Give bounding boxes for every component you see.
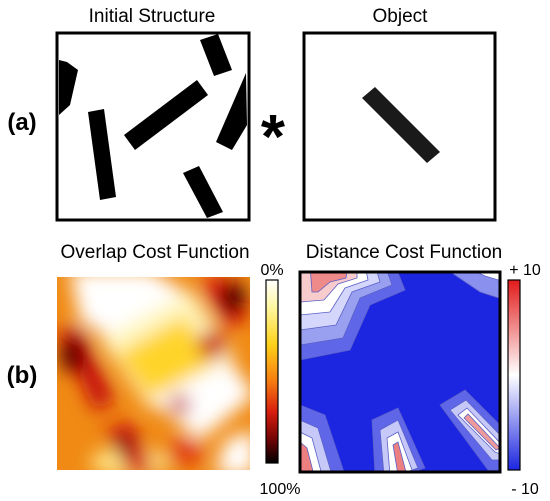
panel-b-label: (b) (7, 362, 38, 389)
object-title: Object (373, 6, 429, 27)
convolution-operator: * (261, 103, 286, 172)
overlap-cost-title: Overlap Cost Function (60, 242, 249, 263)
particle-3 (124, 80, 208, 150)
distance-colorbar (507, 279, 521, 471)
distance-scale-top: + 10 (509, 262, 541, 279)
distance-cost-title: Distance Cost Function (306, 242, 502, 263)
overlap-scale-top: 0% (260, 262, 283, 279)
particle-1 (59, 60, 78, 115)
overlap-scale-bottom: 100% (260, 481, 301, 498)
object-particle (362, 87, 440, 163)
object-panel (302, 31, 497, 222)
particle-6 (183, 166, 223, 218)
distance-scale-bottom: - 10 (511, 481, 539, 498)
distance-cost-contour-map (298, 270, 502, 474)
panel-a-label: (a) (7, 109, 36, 136)
overlap-cost-heatmap (57, 277, 250, 470)
particle-5 (216, 73, 247, 150)
initial-structure-title: Initial Structure (89, 6, 216, 27)
initial-structure-panel (55, 31, 251, 222)
overlap-colorbar (265, 279, 279, 464)
particle-4 (200, 34, 232, 76)
particle-2 (88, 109, 116, 200)
